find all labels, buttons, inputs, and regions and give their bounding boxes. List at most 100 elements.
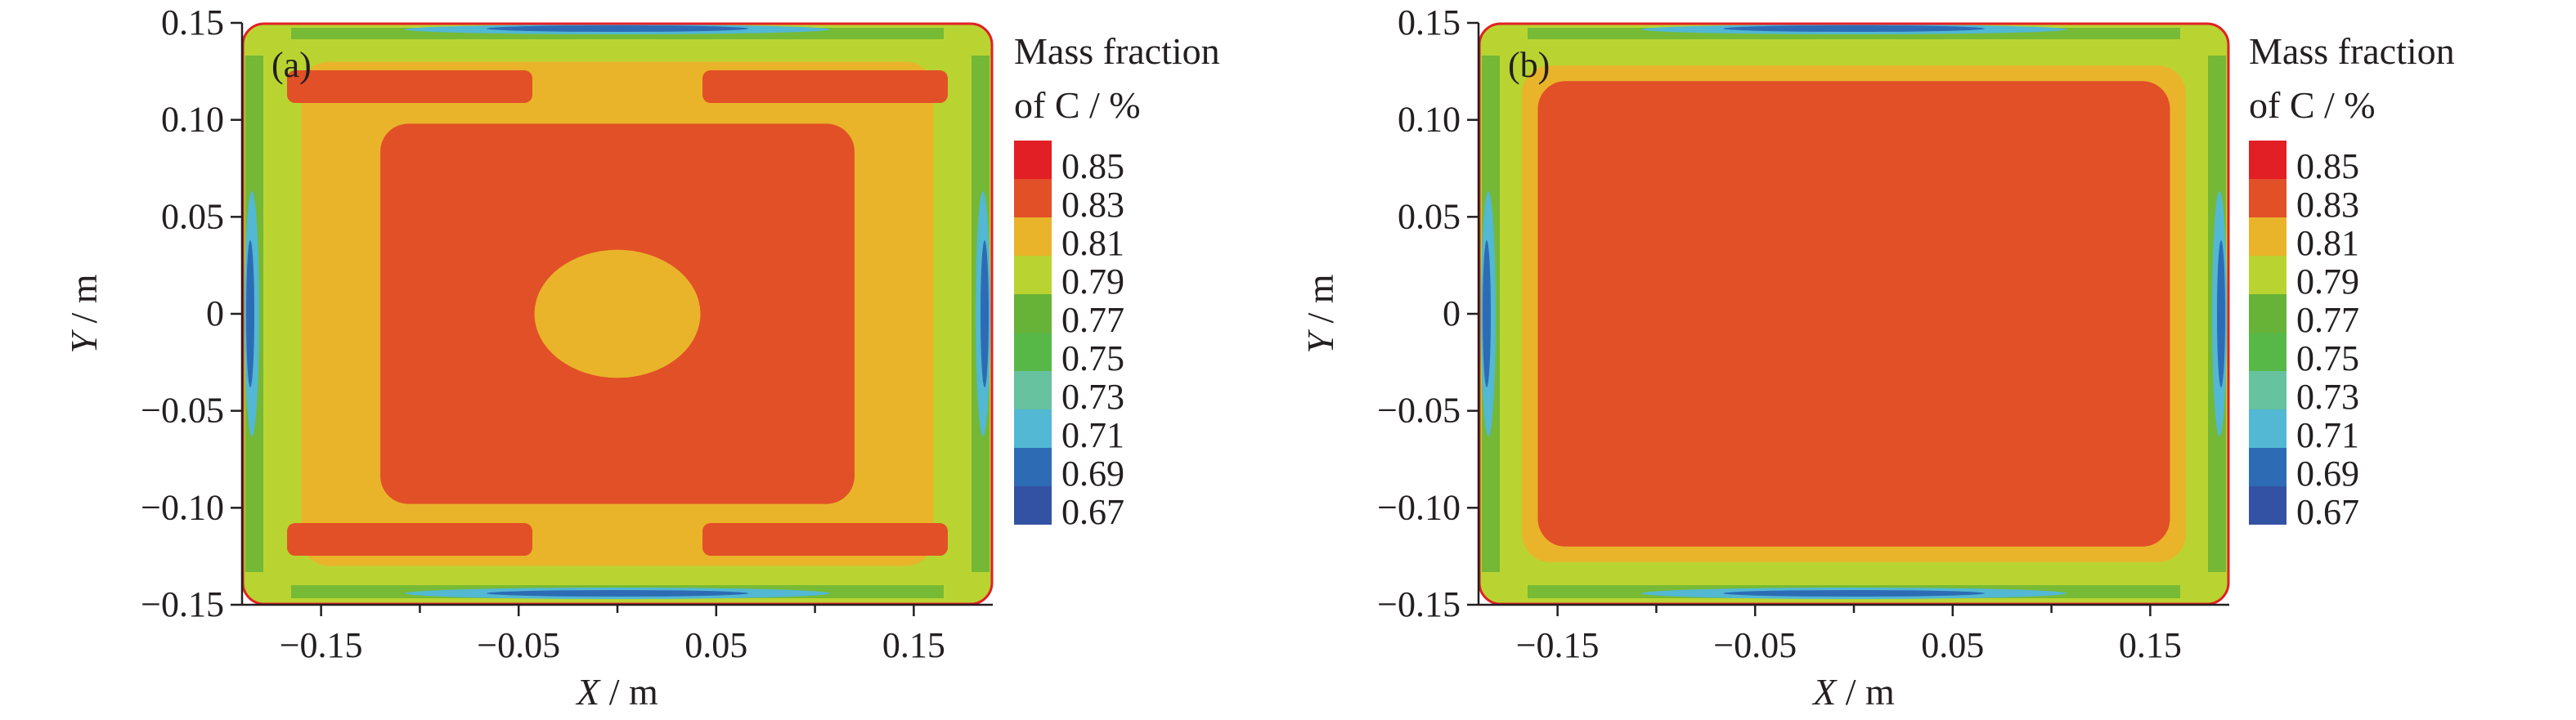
axes (231, 21, 993, 616)
contour-region (487, 25, 748, 32)
legend-level-label: 0.75 (2296, 338, 2359, 378)
contour-region (534, 249, 701, 378)
x-tick-label: −0.05 (477, 625, 560, 665)
legend-swatch (2249, 217, 2287, 256)
x-axis-label: X / m (575, 671, 658, 713)
y-axis-unit: / m (1299, 274, 1341, 333)
contour-region (1537, 81, 2170, 547)
y-tick-label: 0.10 (1398, 100, 1461, 140)
legend-title: of C / % (1014, 84, 1141, 126)
legend-level-label: 0.73 (1061, 377, 1124, 417)
y-axis-unit: / m (63, 274, 105, 333)
legend-swatch (1014, 333, 1052, 371)
x-axis-var: X (575, 671, 601, 713)
legend-swatch (2249, 486, 2287, 525)
legend-swatch (1014, 486, 1052, 525)
legend-level-label: 0.79 (2296, 262, 2359, 302)
panel-label: (b) (1508, 45, 1550, 85)
legend-swatch (1014, 294, 1052, 333)
legend-swatch (2249, 179, 2287, 217)
contour-region (1723, 590, 1985, 597)
contour-region (246, 240, 254, 387)
y-axis-var: Y (63, 329, 105, 354)
legend-level-label: 0.85 (1061, 146, 1124, 186)
x-tick-label: 0.05 (1921, 625, 1984, 665)
contour-region (287, 70, 532, 103)
y-tick-label: 0.05 (1398, 196, 1461, 236)
legend-level-label: 0.69 (2296, 454, 2359, 494)
x-axis-label: X / m (1811, 671, 1895, 713)
y-axis-label: Y / m (63, 274, 105, 353)
legend-swatch (1014, 217, 1052, 256)
x-tick-label: −0.15 (280, 625, 363, 665)
contour-region (981, 240, 989, 387)
y-tick-label: −0.10 (1377, 487, 1461, 527)
legend-title: of C / % (2249, 84, 2376, 126)
contour-region (2217, 240, 2225, 387)
y-tick-label: 0.15 (161, 2, 224, 42)
legend-swatch (2249, 141, 2287, 179)
legend-swatch (2249, 448, 2287, 486)
axes (1467, 21, 2229, 616)
legend-swatch (2249, 256, 2287, 294)
legend-level-label: 0.71 (2296, 415, 2359, 455)
legend-level-label: 0.73 (2296, 377, 2359, 417)
legend-swatch (1014, 179, 1052, 217)
contour-region (1723, 25, 1985, 32)
contour-region (287, 523, 532, 556)
contour-region (487, 590, 748, 597)
legend-level-label: 0.67 (2296, 492, 2359, 532)
y-tick-label: −0.05 (1377, 391, 1461, 431)
legend-level-label: 0.77 (2296, 300, 2359, 340)
y-tick-label: −0.15 (141, 584, 224, 624)
legend-level-label: 0.79 (1061, 262, 1124, 302)
legend-swatch (1014, 141, 1052, 179)
legend-swatch (2249, 333, 2287, 371)
x-axis-unit: / m (599, 671, 658, 713)
contour-plot (242, 23, 993, 605)
contour-region (702, 70, 948, 103)
x-tick-label: 0.15 (2119, 625, 2182, 665)
y-tick-label: 0.15 (1398, 2, 1461, 42)
y-tick-label: −0.05 (141, 391, 224, 431)
x-axis-var: X (1811, 671, 1838, 713)
panel-label: (a) (272, 45, 312, 85)
contour-region (702, 523, 948, 556)
y-axis-var: Y (1299, 329, 1341, 354)
y-tick-label: 0.10 (161, 100, 224, 140)
x-axis-unit: / m (1836, 671, 1895, 713)
legend-level-label: 0.81 (1061, 223, 1124, 263)
chart-panel-a: 0.15 0.10 0.05 0 −0.05 −0.10 −0.15 −0.15 −0.05 0.… (63, 2, 1220, 713)
contour-region (1483, 240, 1491, 387)
legend-level-label: 0.67 (1061, 492, 1124, 532)
legend-level-label: 0.71 (1061, 415, 1124, 455)
x-tick-label: 0.05 (684, 625, 747, 665)
y-tick-label: −0.15 (1377, 584, 1461, 624)
legend-swatch (1014, 371, 1052, 409)
legend-title: Mass fraction (1014, 30, 1220, 72)
legend-swatch (2249, 409, 2287, 448)
y-axis-label: Y / m (1299, 274, 1341, 353)
legend-level-label: 0.69 (1061, 454, 1124, 494)
legend-swatch (2249, 294, 2287, 333)
x-tick-label: −0.05 (1713, 625, 1797, 665)
legend-level-label: 0.81 (2296, 223, 2359, 263)
legend-swatch (1014, 256, 1052, 294)
contour-plot (1479, 23, 2229, 605)
legend-level-label: 0.85 (2296, 146, 2359, 186)
legend-level-label: 0.77 (1061, 300, 1124, 340)
legend-swatch (2249, 371, 2287, 409)
legend-level-label: 0.75 (1061, 338, 1124, 378)
legend-level-label: 0.83 (2296, 185, 2359, 225)
legend-swatch (1014, 448, 1052, 486)
legend-title: Mass fraction (2249, 30, 2455, 72)
y-tick-label: 0.05 (161, 196, 224, 236)
y-tick-label: 0 (1443, 293, 1461, 333)
legend-level-label: 0.83 (1061, 185, 1124, 225)
legend-swatch (1014, 409, 1052, 448)
y-tick-label: 0 (206, 293, 224, 333)
y-tick-label: −0.10 (141, 487, 224, 527)
